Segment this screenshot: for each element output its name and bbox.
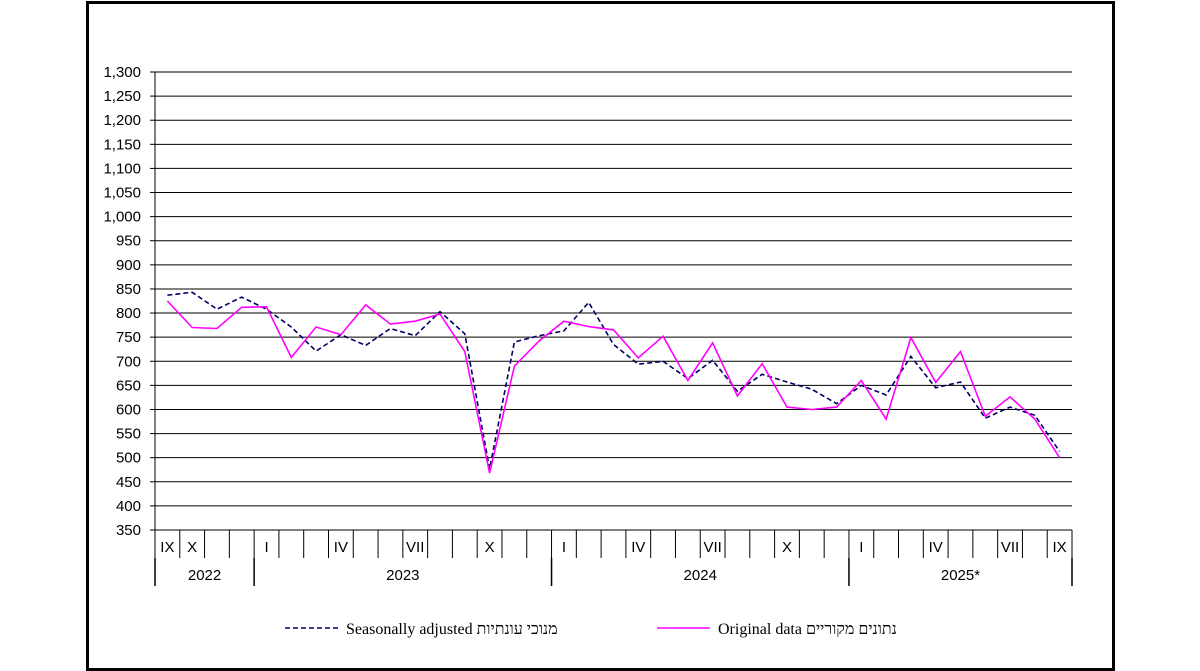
y-tick-label: 350 (116, 522, 141, 539)
series-line-seasonally-adjusted (167, 291, 1061, 469)
y-tick-label: 1,200 (103, 112, 141, 129)
x-tick-label: VII (1001, 539, 1019, 556)
x-tick-label: VII (406, 539, 424, 556)
x-tick-label: IV (929, 539, 943, 556)
x-tick-label: X (485, 539, 495, 556)
y-tick-label: 850 (116, 281, 141, 298)
y-tick-label: 400 (116, 498, 141, 515)
y-tick-label: 750 (116, 329, 141, 346)
chart-frame (86, 1, 1115, 671)
y-tick-label: 700 (116, 353, 141, 370)
y-tick-label: 1,250 (103, 88, 141, 105)
legend-label: Seasonally adjusted מנוכי עונתיות (346, 621, 558, 638)
x-tick-label: I (859, 539, 863, 556)
x-tick-label: I (562, 539, 566, 556)
x-tick-label: X (782, 539, 792, 556)
y-tick-label: 1,100 (103, 160, 141, 177)
x-tick-label: IX (160, 539, 174, 556)
year-label: 2023 (386, 567, 419, 584)
y-tick-label: 500 (116, 450, 141, 467)
y-tick-label: 1,300 (103, 64, 141, 81)
series-line-original-data (166, 300, 1061, 474)
y-tick-label: 650 (116, 377, 141, 394)
x-tick-label: X (187, 539, 197, 556)
x-tick-label: IV (631, 539, 645, 556)
y-tick-label: 800 (116, 305, 141, 322)
y-tick-label: 900 (116, 257, 141, 274)
legend-label: Original data נתונים מקוריים (718, 621, 897, 638)
y-tick-label: 1,150 (103, 136, 141, 153)
x-tick-label: VII (703, 539, 721, 556)
y-tick-label: 450 (116, 474, 141, 491)
year-label: 2022 (188, 567, 221, 584)
x-tick-label: IX (1053, 539, 1067, 556)
year-label: 2024 (684, 567, 717, 584)
x-tick-label: I (264, 539, 268, 556)
year-label: 2025* (941, 567, 980, 584)
x-tick-label: IV (334, 539, 348, 556)
y-tick-label: 550 (116, 426, 141, 443)
y-tick-label: 1,050 (103, 185, 141, 202)
y-tick-label: 1,000 (103, 209, 141, 226)
y-tick-label: 950 (116, 233, 141, 250)
y-tick-label: 600 (116, 401, 141, 418)
